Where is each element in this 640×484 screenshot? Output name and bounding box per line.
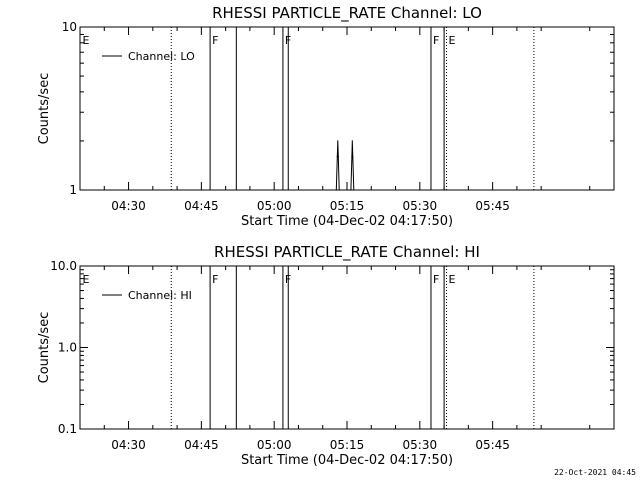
chart-title: RHESSI PARTICLE_RATE Channel: HI bbox=[214, 243, 480, 262]
x-tick-label: 04:30 bbox=[111, 199, 146, 213]
x-axis-label: Start Time (04-Dec-02 04:17:50) bbox=[241, 214, 453, 229]
x-tick-label: 04:45 bbox=[184, 199, 219, 213]
y-tick-label: 1 bbox=[69, 183, 77, 197]
data-point bbox=[338, 189, 340, 191]
event-marker: F bbox=[212, 273, 218, 286]
y-tick-label: 0.1 bbox=[58, 422, 77, 436]
data-point bbox=[336, 156, 338, 158]
x-axis-label: Start Time (04-Dec-02 04:17:50) bbox=[241, 453, 453, 468]
event-marker: F bbox=[433, 273, 439, 286]
x-tick-label: 05:45 bbox=[475, 438, 510, 452]
event-marker: F bbox=[285, 273, 291, 286]
y-tick-label: 10 bbox=[62, 20, 77, 34]
x-tick-label: 05:30 bbox=[403, 438, 438, 452]
y-axis-label: Counts/sec bbox=[37, 73, 52, 145]
x-tick-label: 05:15 bbox=[330, 438, 365, 452]
series-line bbox=[335, 140, 355, 191]
chart-title: RHESSI PARTICLE_RATE Channel: LO bbox=[212, 4, 482, 23]
data-point bbox=[337, 156, 339, 158]
event-marker: E bbox=[82, 273, 89, 286]
data-point bbox=[351, 140, 353, 142]
footer-timestamp: 22-Oct-2021 04:45 bbox=[554, 468, 636, 477]
event-marker: E bbox=[82, 34, 89, 47]
x-tick-label: 05:00 bbox=[257, 199, 292, 213]
x-tick-label: 04:30 bbox=[111, 438, 146, 452]
event-marker: F bbox=[212, 34, 218, 47]
data-point bbox=[335, 189, 337, 191]
y-tick-label: 10.0 bbox=[50, 259, 77, 273]
x-tick-label: 05:45 bbox=[475, 199, 510, 213]
data-point bbox=[353, 189, 355, 191]
legend-entry: Channel: HI bbox=[128, 289, 192, 302]
x-tick-label: 05:15 bbox=[330, 199, 365, 213]
x-tick-label: 04:45 bbox=[184, 438, 219, 452]
event-marker: E bbox=[449, 34, 456, 47]
y-tick-label: 1.0 bbox=[58, 341, 77, 355]
x-tick-label: 05:30 bbox=[403, 199, 438, 213]
event-marker: F bbox=[433, 34, 439, 47]
data-point bbox=[337, 140, 339, 142]
y-axis-label: Counts/sec bbox=[37, 312, 52, 384]
data-point bbox=[351, 156, 353, 158]
legend-entry: Channel: LO bbox=[128, 50, 195, 63]
x-tick-label: 05:00 bbox=[257, 438, 292, 452]
chart-panel-2: RHESSI PARTICLE_RATE Channel: HI 04:30 04:… bbox=[37, 243, 615, 468]
event-marker: E bbox=[449, 273, 456, 286]
data-point bbox=[350, 189, 352, 191]
data-point bbox=[352, 156, 354, 158]
event-marker: F bbox=[285, 34, 291, 47]
chart-panel-1: RHESSI PARTICLE_RATE Channel: LO 04:30 04:… bbox=[37, 4, 615, 229]
